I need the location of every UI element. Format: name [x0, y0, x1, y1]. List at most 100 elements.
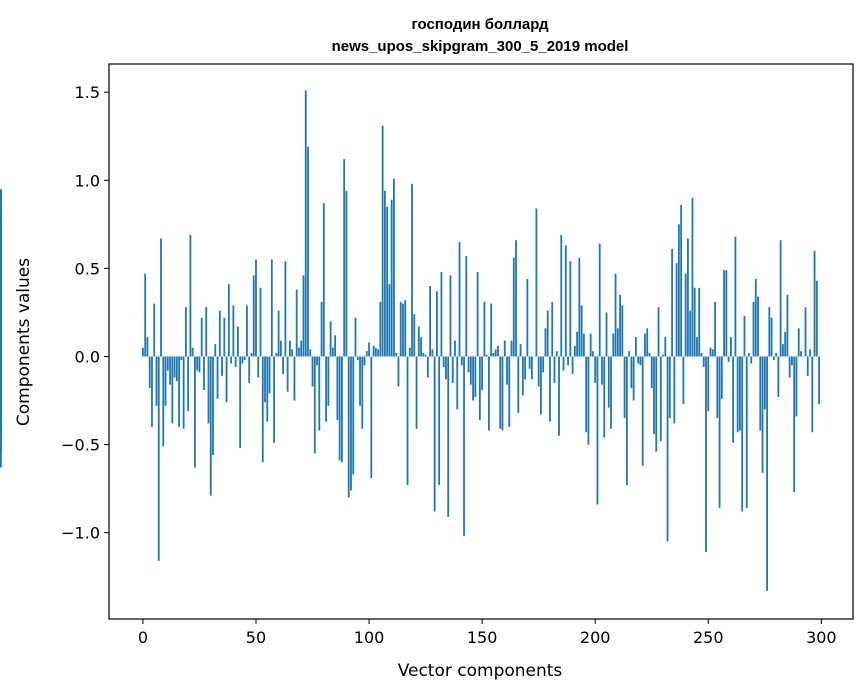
bar — [614, 273, 617, 357]
bar — [621, 305, 624, 357]
bar — [788, 356, 791, 378]
bar — [277, 310, 280, 357]
bar — [264, 356, 266, 403]
bar — [707, 356, 710, 412]
bar — [458, 241, 461, 357]
bar — [567, 356, 569, 366]
bar — [399, 301, 402, 357]
bar — [800, 351, 802, 357]
x-axis-label: Vector components — [398, 661, 563, 681]
bar — [752, 301, 755, 357]
bar — [779, 240, 782, 357]
bar — [580, 305, 583, 357]
bar — [377, 349, 380, 357]
bar — [374, 347, 377, 357]
bar — [691, 197, 694, 357]
bar — [270, 259, 273, 357]
bar — [585, 356, 588, 433]
bar — [198, 356, 201, 373]
bar — [537, 356, 540, 387]
bar — [598, 243, 601, 357]
bar — [469, 356, 472, 385]
y-tick-label: −0.5 — [61, 436, 100, 455]
bar — [460, 356, 463, 366]
bar — [736, 356, 739, 433]
bar — [331, 347, 334, 357]
bar — [768, 307, 771, 357]
bar — [209, 356, 212, 496]
bar — [329, 321, 332, 357]
bar — [417, 326, 420, 357]
bar — [734, 236, 737, 357]
bar — [763, 356, 766, 410]
bar — [515, 240, 517, 357]
bar — [445, 356, 447, 380]
bar — [490, 303, 493, 357]
bar — [576, 331, 579, 357]
bar — [248, 356, 251, 383]
bar — [757, 296, 759, 357]
bar — [684, 273, 687, 357]
bar — [408, 347, 411, 357]
bar — [157, 356, 160, 561]
bar — [189, 234, 192, 357]
bar — [178, 356, 181, 427]
bar — [291, 349, 294, 357]
bar — [230, 356, 233, 364]
bar — [298, 347, 300, 357]
bar — [693, 287, 696, 357]
bar — [716, 356, 719, 419]
x-tick-label: 0 — [138, 628, 148, 647]
bar — [352, 356, 355, 475]
bar — [655, 356, 658, 452]
bar — [687, 238, 689, 357]
bar — [700, 352, 703, 357]
bar — [569, 261, 572, 357]
bar — [411, 183, 413, 357]
x-tick-label: 150 — [467, 628, 498, 647]
bar — [601, 356, 603, 385]
x-tick-label: 250 — [693, 628, 724, 647]
bar — [698, 287, 701, 357]
bar — [592, 351, 594, 357]
bar — [207, 356, 210, 424]
bar — [759, 356, 762, 431]
bar — [336, 356, 339, 420]
bar — [723, 270, 726, 357]
bar — [234, 356, 237, 368]
bar — [320, 301, 323, 357]
bar — [671, 249, 673, 357]
bar — [702, 356, 705, 368]
bar — [175, 356, 178, 382]
bar — [748, 352, 750, 357]
bar — [729, 337, 732, 357]
bar — [562, 356, 565, 371]
bar — [677, 224, 680, 357]
bar — [252, 275, 255, 357]
bar — [524, 356, 527, 380]
bar — [338, 356, 341, 461]
bar — [171, 356, 174, 424]
bar — [164, 356, 167, 406]
bar — [218, 310, 221, 357]
bar — [815, 280, 818, 357]
bar — [682, 356, 685, 405]
bar — [359, 356, 361, 406]
plot-frame — [108, 63, 854, 620]
bar — [250, 352, 253, 357]
bar — [311, 356, 314, 387]
bar — [268, 356, 271, 394]
bar — [675, 263, 678, 357]
bar — [503, 340, 506, 357]
y-tick-label: 1.5 — [75, 83, 100, 102]
bar — [259, 287, 262, 357]
bar — [625, 356, 628, 486]
bar — [214, 344, 217, 357]
y-tick-label: 0.0 — [75, 347, 100, 366]
bar — [200, 317, 203, 357]
bar — [607, 356, 610, 408]
bar — [668, 356, 671, 419]
bar — [616, 328, 619, 357]
bar — [327, 356, 330, 406]
bar — [173, 356, 176, 378]
